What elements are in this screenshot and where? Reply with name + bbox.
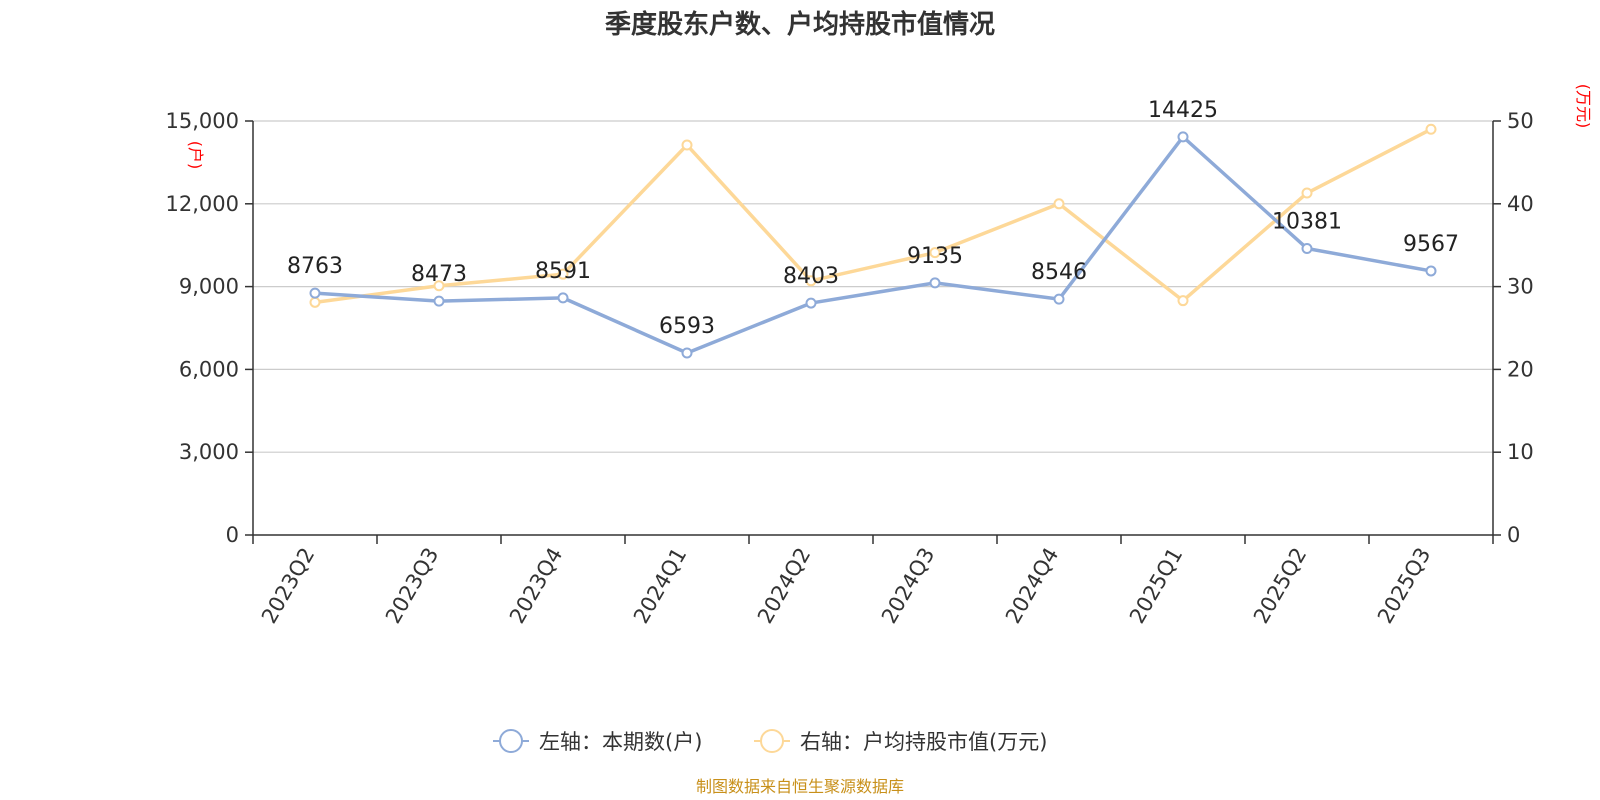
data-label: 9135 [907,244,963,269]
y-left-tick-label: 15,000 [166,109,239,133]
data-point-holders [1053,293,1065,305]
y-right-tick-label: 20 [1507,357,1534,381]
data-point-avg-value [1177,295,1189,307]
data-label: 8473 [411,262,467,287]
legend-swatch-marker [760,729,784,753]
data-point-holders [681,347,693,359]
x-tick-label: 2024Q3 [877,544,939,628]
x-tick-label: 2024Q2 [753,544,815,628]
data-point-holders [557,292,569,304]
series-line-holders [314,135,1432,355]
data-label: 8591 [535,259,591,284]
x-tick-label: 2023Q3 [381,544,443,628]
data-point-avg-value [309,296,321,308]
x-tick-label: 2023Q2 [257,544,319,628]
y-left-tick-label: 3,000 [179,440,239,464]
x-tick-label: 2024Q1 [629,544,691,628]
data-point-holders [309,287,321,299]
data-label: 10381 [1272,209,1342,234]
legend-label: 左轴：本期数(户) [539,730,702,754]
data-point-avg-value [929,247,941,259]
data-point-holders [805,297,817,309]
x-tick-label: 2025Q3 [1373,544,1435,628]
y-right-tick-label: 0 [1507,523,1520,547]
y-left-unit: (户) [186,141,205,170]
y-right-tick-label: 10 [1507,440,1534,464]
data-point-holders [1177,131,1189,143]
data-point-holders [1301,242,1313,254]
data-point-avg-value [1425,123,1437,135]
data-label: 8763 [287,254,343,279]
data-point-holders [1425,265,1437,277]
x-tick-label: 2025Q1 [1125,544,1187,628]
data-label: 6593 [659,314,715,339]
data-point-avg-value [681,139,693,151]
x-tick-label: 2024Q4 [1001,544,1063,628]
series-line-avg-value [314,127,1432,305]
y-left-tick-label: 9,000 [179,275,239,299]
legend-label: 右轴：户均持股市值(万元) [800,730,1047,754]
x-tick-label: 2025Q2 [1249,544,1311,628]
data-label: 9567 [1403,232,1459,257]
data-point-holders [433,295,445,307]
data-label: 8403 [783,264,839,289]
y-right-tick-label: 40 [1507,192,1534,216]
data-label: 8546 [1031,260,1087,285]
data-point-avg-value [433,280,445,292]
data-point-avg-value [1053,198,1065,210]
data-point-avg-value [557,268,569,280]
data-label: 14425 [1148,98,1218,123]
data-point-holders [929,277,941,289]
source-note: 制图数据来自恒生聚源数据库 [696,777,904,796]
y-right-tick-label: 50 [1507,109,1534,133]
y-left-tick-label: 6,000 [179,357,239,381]
y-right-unit: (万元) [1574,84,1593,129]
y-left-tick-label: 0 [226,523,239,547]
y-left-tick-label: 12,000 [166,192,239,216]
y-right-tick-label: 30 [1507,275,1534,299]
chart-title: 季度股东户数、户均持股市值情况 [605,9,995,40]
x-tick-label: 2023Q4 [505,544,567,628]
legend-swatch-marker [499,729,523,753]
data-point-avg-value [1301,187,1313,199]
data-point-avg-value [805,275,817,287]
